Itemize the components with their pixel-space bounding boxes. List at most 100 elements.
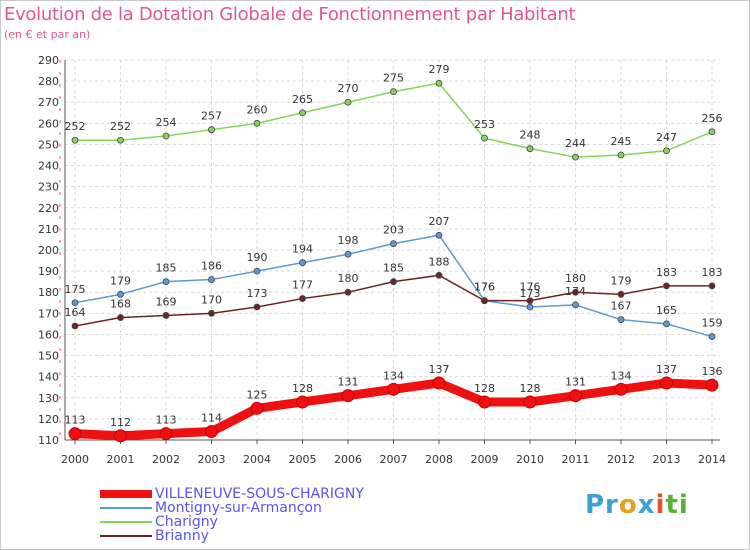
y-tick-label: 240 [38,160,59,173]
data-label-villeneuve-sous-charigny: 137 [429,363,450,376]
data-point-villeneuve-sous-charigny [387,382,400,396]
data-point-charigny [390,88,397,96]
data-point-montigny-sur-arman-on [253,267,261,275]
data-point-brianny [663,282,670,290]
data-label-brianny: 176 [474,281,495,294]
data-point-charigny [526,145,534,153]
data-label-villeneuve-sous-charigny: 128 [520,382,541,395]
data-point-montigny-sur-arman-on [663,320,670,328]
data-point-villeneuve-sous-charigny [705,378,719,392]
data-point-brianny [299,295,306,302]
data-point-montigny-sur-arman-on [208,276,215,283]
data-point-villeneuve-sous-charigny [478,395,491,409]
data-point-charigny [162,132,170,140]
data-label-brianny: 185 [383,262,404,275]
chart-subtitle: (en € et par an) [4,28,91,41]
legend-label: Montigny-sur-Armançon [155,500,322,516]
legend-swatch [100,535,152,537]
data-point-brianny [481,297,488,305]
x-tick-label: 2010 [516,453,544,466]
data-point-charigny [344,98,352,106]
legend-swatch [100,490,152,498]
data-label-brianny: 177 [292,279,313,292]
y-tick-label: 210 [38,223,59,236]
data-label-villeneuve-sous-charigny: 131 [338,376,359,389]
data-label-brianny: 170 [201,293,222,306]
data-label-charigny: 247 [656,131,677,144]
data-point-brianny [526,297,534,305]
data-point-villeneuve-sous-charigny [660,376,673,390]
data-label-villeneuve-sous-charigny: 114 [201,412,222,425]
x-tick-label: 2009 [471,453,499,466]
data-label-villeneuve-sous-charigny: 137 [656,363,677,376]
y-tick-label: 270 [38,96,59,109]
data-label-charigny: 252 [65,120,86,133]
legend-label: Charigny [155,514,218,530]
data-point-villeneuve-sous-charigny [614,382,628,396]
y-tick-label: 150 [38,350,59,363]
data-label-charigny: 279 [429,63,450,76]
data-point-villeneuve-sous-charigny [432,376,446,390]
data-label-brianny: 183 [702,266,723,279]
data-point-charigny [71,136,79,144]
data-label-charigny: 265 [292,93,313,106]
data-label-brianny: 169 [156,295,177,308]
data-point-montigny-sur-arman-on [299,259,306,267]
x-tick-label: 2014 [698,453,726,466]
data-point-charigny [299,109,306,117]
data-point-charigny [663,147,670,155]
data-label-villeneuve-sous-charigny: 113 [65,414,86,427]
data-point-villeneuve-sous-charigny [341,389,355,403]
data-label-charigny: 257 [201,110,222,123]
data-label-montigny-sur-arman-on: 159 [702,317,723,330]
data-point-villeneuve-sous-charigny [296,395,309,409]
data-label-charigny: 252 [110,120,131,133]
data-label-brianny: 164 [65,306,86,319]
data-point-brianny [572,288,579,296]
x-tick-label: 2005 [289,453,317,466]
data-point-montigny-sur-arman-on [526,303,534,311]
legend-swatch [100,507,152,509]
data-label-brianny: 180 [338,272,359,285]
y-tick-label: 130 [38,392,59,405]
y-tick-label: 170 [38,307,59,320]
data-point-brianny [162,312,170,319]
chart-title: Evolution de la Dotation Globale de Fonc… [4,4,576,25]
y-tick-label: 200 [38,244,59,257]
legend-label: VILLENEUVE-SOUS-CHARIGNY [155,486,364,502]
data-point-villeneuve-sous-charigny [205,425,218,439]
data-point-charigny [117,136,124,144]
data-point-villeneuve-sous-charigny [159,427,173,441]
data-label-brianny: 188 [429,255,450,268]
y-tick-label: 190 [38,265,59,278]
data-label-charigny: 254 [156,116,177,129]
data-label-brianny: 179 [611,274,632,287]
x-tick-label: 2004 [243,453,271,466]
data-label-charigny: 244 [565,137,586,150]
y-tick-label: 180 [38,286,59,299]
legend-label: Brianny [155,528,209,544]
data-point-charigny [572,153,579,161]
y-tick-label: 140 [38,371,59,384]
data-point-montigny-sur-arman-on [344,250,352,258]
data-point-charigny [208,126,215,134]
x-tick-label: 2002 [152,453,180,466]
x-tick-label: 2008 [425,453,453,466]
data-point-brianny [435,271,443,279]
data-label-villeneuve-sous-charigny: 125 [247,388,268,401]
data-point-villeneuve-sous-charigny [68,427,82,441]
data-point-brianny [617,290,625,298]
data-point-brianny [708,282,716,290]
data-label-charigny: 245 [611,135,632,148]
legend-swatch [100,521,152,523]
data-label-charigny: 270 [338,82,359,95]
data-point-montigny-sur-arman-on [435,231,443,239]
data-label-villeneuve-sous-charigny: 136 [702,365,723,378]
data-point-brianny [344,288,352,296]
y-tick-label: 220 [38,202,59,215]
data-point-brianny [253,303,261,311]
data-label-montigny-sur-arman-on: 190 [247,251,268,264]
data-label-montigny-sur-arman-on: 203 [383,224,404,237]
x-tick-label: 2001 [107,453,135,466]
